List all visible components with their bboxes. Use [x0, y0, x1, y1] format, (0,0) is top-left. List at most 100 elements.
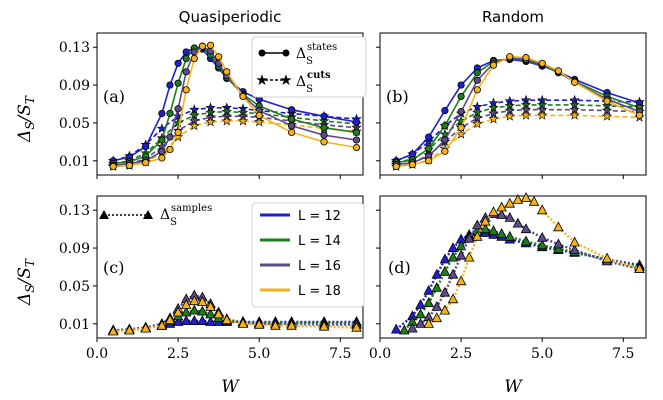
- data-point: [172, 306, 184, 317]
- data-point: [569, 109, 580, 120]
- data-point: [320, 124, 328, 132]
- data-point: [439, 286, 451, 297]
- data-point: [553, 238, 564, 249]
- panel-letter: (a): [103, 87, 125, 106]
- data-point: [506, 53, 514, 61]
- x-tick-label: 2.5: [167, 346, 189, 362]
- plot-frame: [96, 32, 364, 176]
- y-tick-label: 0.01: [59, 317, 90, 333]
- data-point: [142, 143, 150, 151]
- data-point: [504, 230, 516, 241]
- data-point: [205, 308, 216, 319]
- data-point: [455, 275, 467, 286]
- legend-size-label-16: L = 16: [298, 259, 341, 274]
- data-point: [189, 295, 200, 306]
- data-point: [512, 193, 524, 204]
- x-tick-label: 0.0: [369, 346, 391, 362]
- data-point: [441, 122, 449, 130]
- data-point: [197, 315, 208, 326]
- data-point: [571, 78, 579, 86]
- data-point: [431, 300, 443, 311]
- data-point: [351, 321, 362, 332]
- data-point: [496, 201, 507, 212]
- legend-size-label-14: L = 14: [298, 234, 341, 249]
- data-point: [158, 109, 166, 118]
- data-point: [431, 281, 443, 292]
- data-point: [189, 120, 200, 131]
- data-point: [473, 86, 481, 94]
- data-point: [166, 109, 174, 118]
- legend-samples-marker-left: [99, 210, 109, 219]
- data-point: [520, 235, 532, 246]
- legend-samples-label: ΔSsamples: [160, 203, 212, 228]
- legend-states-marker-right: [282, 49, 290, 57]
- x-axis-label-right: W: [504, 377, 523, 397]
- data-point: [237, 115, 249, 126]
- data-point: [197, 305, 208, 316]
- data-point: [472, 118, 483, 129]
- data-point: [166, 145, 174, 154]
- data-point: [253, 116, 265, 127]
- data-point: [425, 133, 433, 141]
- data-point: [504, 110, 515, 121]
- data-point: [158, 147, 166, 155]
- legend-size-label-12: L = 12: [298, 209, 341, 224]
- data-point: [182, 86, 190, 94]
- data-point: [463, 251, 475, 262]
- data-point: [392, 162, 400, 171]
- data-point: [180, 306, 192, 317]
- series-line-samples-16: [411, 212, 640, 330]
- data-point: [447, 251, 459, 262]
- data-point: [288, 122, 296, 130]
- panel-letter: (b): [386, 87, 409, 106]
- y-tick-label: 0.09: [59, 241, 90, 257]
- data-point: [496, 228, 507, 238]
- data-point: [408, 160, 417, 169]
- data-point: [142, 159, 150, 167]
- data-point: [182, 48, 190, 56]
- data-point: [189, 315, 200, 326]
- data-point: [288, 128, 296, 136]
- data-point: [174, 59, 182, 67]
- data-point: [439, 253, 451, 264]
- data-point: [520, 109, 532, 120]
- data-point: [504, 211, 516, 222]
- x-tick-label: 7.5: [329, 346, 351, 362]
- plot-frame: [379, 195, 647, 339]
- x-tick-label: 7.5: [612, 346, 634, 362]
- data-point: [206, 41, 215, 49]
- x-tick-label: 0.0: [86, 346, 108, 362]
- data-point: [512, 217, 524, 228]
- data-point: [553, 243, 564, 254]
- data-point: [554, 67, 563, 75]
- data-point: [441, 107, 449, 115]
- data-point: [425, 157, 433, 165]
- data-point: [180, 299, 192, 309]
- data-point: [536, 204, 548, 215]
- data-point: [172, 316, 184, 326]
- data-point: [415, 317, 426, 328]
- panel-d: 0.0 2.5 5.0 7.5 (d): [369, 192, 647, 362]
- data-point: [415, 308, 426, 319]
- legend-sizes: L = 12 L = 14 L = 16 L = 18: [251, 202, 365, 308]
- data-point: [189, 304, 200, 315]
- data-point: [415, 299, 426, 309]
- panel-letter: (d): [388, 258, 411, 277]
- svg-text:ΔS/ST: ΔS/ST: [15, 95, 37, 143]
- data-point: [270, 319, 281, 330]
- data-point: [182, 54, 190, 63]
- panel-letter: (c): [103, 258, 124, 277]
- data-point: [488, 113, 499, 124]
- data-point: [439, 265, 451, 276]
- data-point: [635, 111, 644, 119]
- data-point: [520, 192, 532, 202]
- data-point: [124, 324, 135, 335]
- data-point: [488, 206, 499, 217]
- data-point: [520, 223, 532, 234]
- data-point: [496, 209, 507, 219]
- data-point: [472, 230, 483, 241]
- data-point: [318, 320, 330, 331]
- data-point: [488, 225, 499, 236]
- data-point: [431, 268, 443, 279]
